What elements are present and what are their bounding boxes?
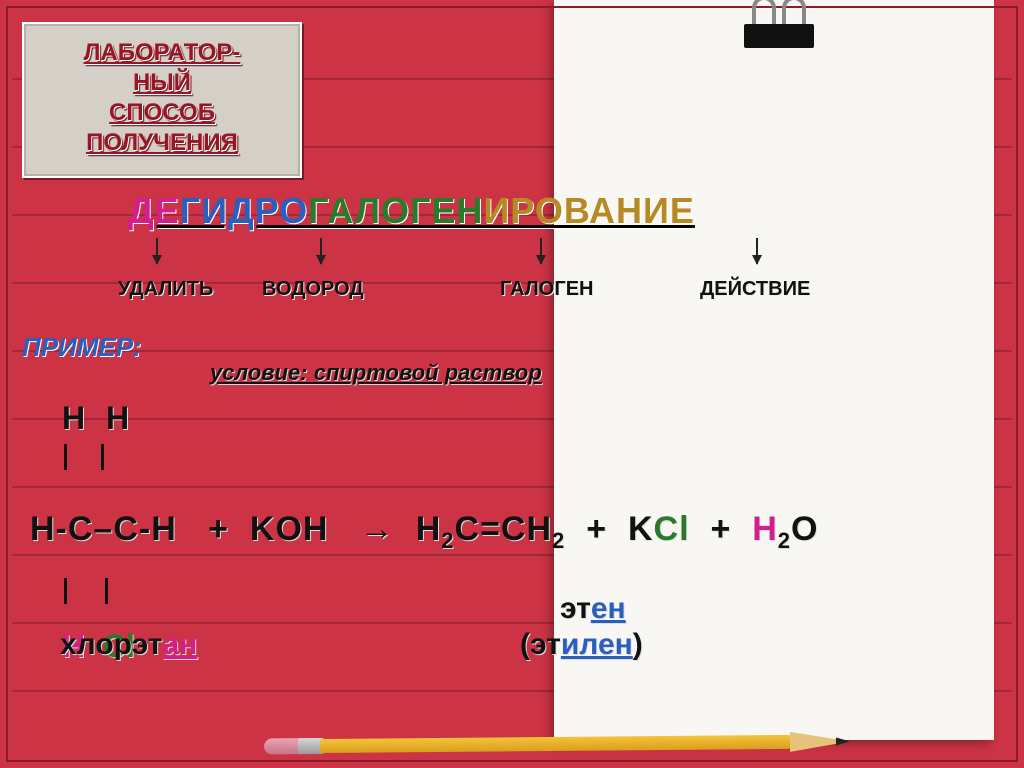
- koh: KOH: [250, 510, 329, 548]
- word-part-gidro: ГИДРО: [180, 190, 308, 231]
- title-line: ПОЛУЧЕНИЯ: [36, 128, 288, 158]
- chemical-equation: H H H-C–C-H + KOH → H2C=CH2 + KCl + H2O …: [30, 400, 1000, 665]
- h2o: H2O: [752, 510, 818, 548]
- reagent-struct: H-C–C-H: [30, 510, 177, 548]
- name-ethylene: (этилен): [520, 628, 643, 662]
- sub-label: ДЕЙСТВИЕ: [700, 278, 810, 301]
- kcl: KCl: [628, 510, 690, 548]
- plus: +: [208, 510, 229, 548]
- struct-bottom-bonds: [62, 578, 1000, 622]
- title-line: ЛАБОРАТОР-: [36, 38, 288, 68]
- plus: +: [586, 510, 607, 548]
- plus: +: [710, 510, 731, 548]
- arrow-down-icon: [540, 238, 542, 264]
- example-label: ПРИМЕР:: [22, 332, 141, 363]
- sub-label: ГАЛОГЕН: [500, 278, 593, 301]
- arrow-down-icon: [320, 238, 322, 264]
- arrow-down-icon: [156, 238, 158, 264]
- binder-clip: [744, 0, 814, 52]
- title-box: ЛАБОРАТОР- НЫЙ СПОСОБ ПОЛУЧЕНИЯ: [22, 22, 302, 178]
- sub-label: ВОДОРОД: [262, 278, 364, 301]
- struct-top: H H: [62, 400, 1000, 474]
- main-word: ДЕГИДРОГАЛОГЕНИРОВАНИЕ: [128, 190, 695, 232]
- word-part-irovanie: ИРОВАНИЕ: [483, 190, 695, 231]
- name-chloroethane: хлорэтан: [60, 628, 197, 662]
- word-part-galogen: ГАЛОГЕН: [308, 190, 483, 231]
- title-line: СПОСОБ: [36, 98, 288, 128]
- equation-line: H-C–C-H + KOH → H2C=CH2 + KCl + H2O: [30, 510, 1000, 554]
- reaction-arrow: →: [360, 510, 395, 548]
- arrow-down-icon: [756, 238, 758, 264]
- sub-label: УДАЛИТЬ: [118, 278, 213, 301]
- atoms-h-h: H H: [62, 400, 135, 436]
- condition-label: условие: спиртовой раствор: [210, 360, 542, 386]
- word-part-de: ДЕ: [128, 190, 180, 231]
- product-ethene: H2C=CH2: [416, 510, 566, 548]
- title-line: НЫЙ: [36, 68, 288, 98]
- name-ethene: этен: [560, 592, 626, 626]
